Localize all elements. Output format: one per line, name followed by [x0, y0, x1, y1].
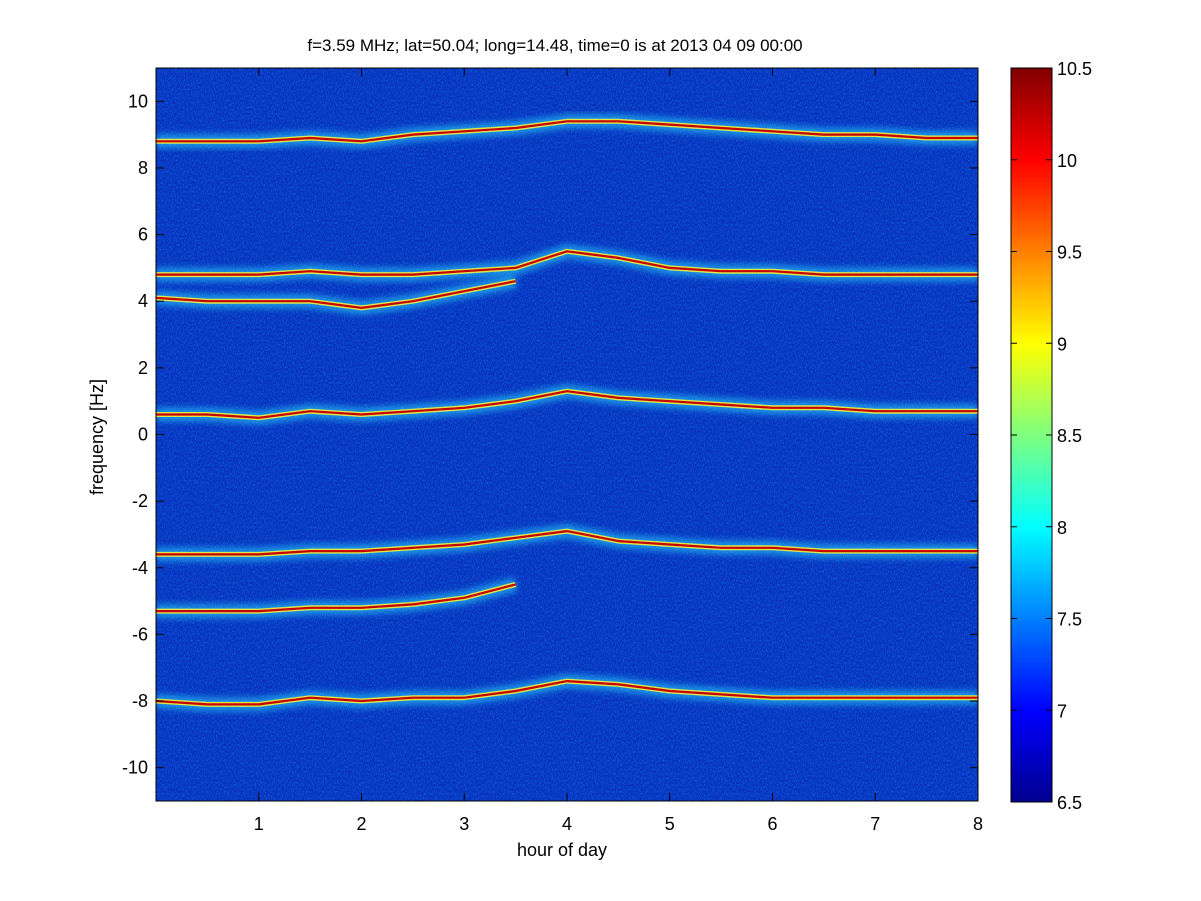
colorbar-tick-label: 7 [1057, 701, 1067, 721]
y-tick-label: -2 [132, 491, 148, 511]
y-tick-label: -6 [132, 624, 148, 644]
x-tick-label: 2 [356, 814, 366, 834]
trace-line [156, 583, 516, 613]
y-tick-label: -10 [122, 758, 148, 778]
y-axis-label: frequency [Hz] [87, 379, 107, 495]
y-tick-label: -4 [132, 558, 148, 578]
y-tick-label: -8 [132, 691, 148, 711]
colorbar-tick-label: 7.5 [1057, 610, 1082, 630]
y-tick-label: 8 [138, 158, 148, 178]
colorbar-tick-label: 8.5 [1057, 426, 1082, 446]
trace-line [156, 280, 516, 309]
trace-line [156, 250, 978, 276]
colorbar: 6.5 7 7.5 8 8.5 9 9.5 10 10.5 [1010, 59, 1092, 813]
trace-line [156, 120, 978, 143]
trace-group [156, 114, 978, 712]
x-tick-label: 8 [973, 814, 983, 834]
colorbar-tick-label: 6.5 [1057, 793, 1082, 813]
y-axis: -10 -8 -6 -4 -2 0 2 4 6 8 10 [122, 91, 978, 778]
x-tick-label: 6 [767, 814, 777, 834]
x-tick-label: 3 [459, 814, 469, 834]
trace-line [156, 390, 978, 419]
x-tick-label: 5 [665, 814, 675, 834]
colorbar-tick-label: 10 [1057, 151, 1077, 171]
y-tick-label: 10 [128, 91, 148, 111]
trace-line [156, 530, 978, 556]
colorbar-tick-label: 10.5 [1057, 59, 1092, 79]
chart-title: f=3.59 MHz; lat=50.04; long=14.48, time=… [307, 36, 802, 55]
x-axis-label: hour of day [517, 840, 607, 860]
y-tick-label: 2 [138, 358, 148, 378]
colorbar-tick-label: 9.5 [1057, 243, 1082, 263]
x-tick-label: 4 [562, 814, 572, 834]
trace-line [156, 680, 978, 706]
y-tick-label: 6 [138, 225, 148, 245]
y-tick-label: 4 [138, 291, 148, 311]
colorbar-gradient [1011, 68, 1052, 802]
x-axis: 1 2 3 4 5 6 7 8 [254, 68, 983, 834]
colorbar-ticks: 6.5 7 7.5 8 8.5 9 9.5 10 10.5 [1011, 59, 1092, 813]
colorbar-tick-label: 8 [1057, 518, 1067, 538]
y-tick-label: 0 [138, 425, 148, 445]
x-tick-label: 1 [254, 814, 264, 834]
colorbar-tick-label: 9 [1057, 334, 1067, 354]
plot-area [156, 68, 978, 801]
x-tick-label: 7 [870, 814, 880, 834]
